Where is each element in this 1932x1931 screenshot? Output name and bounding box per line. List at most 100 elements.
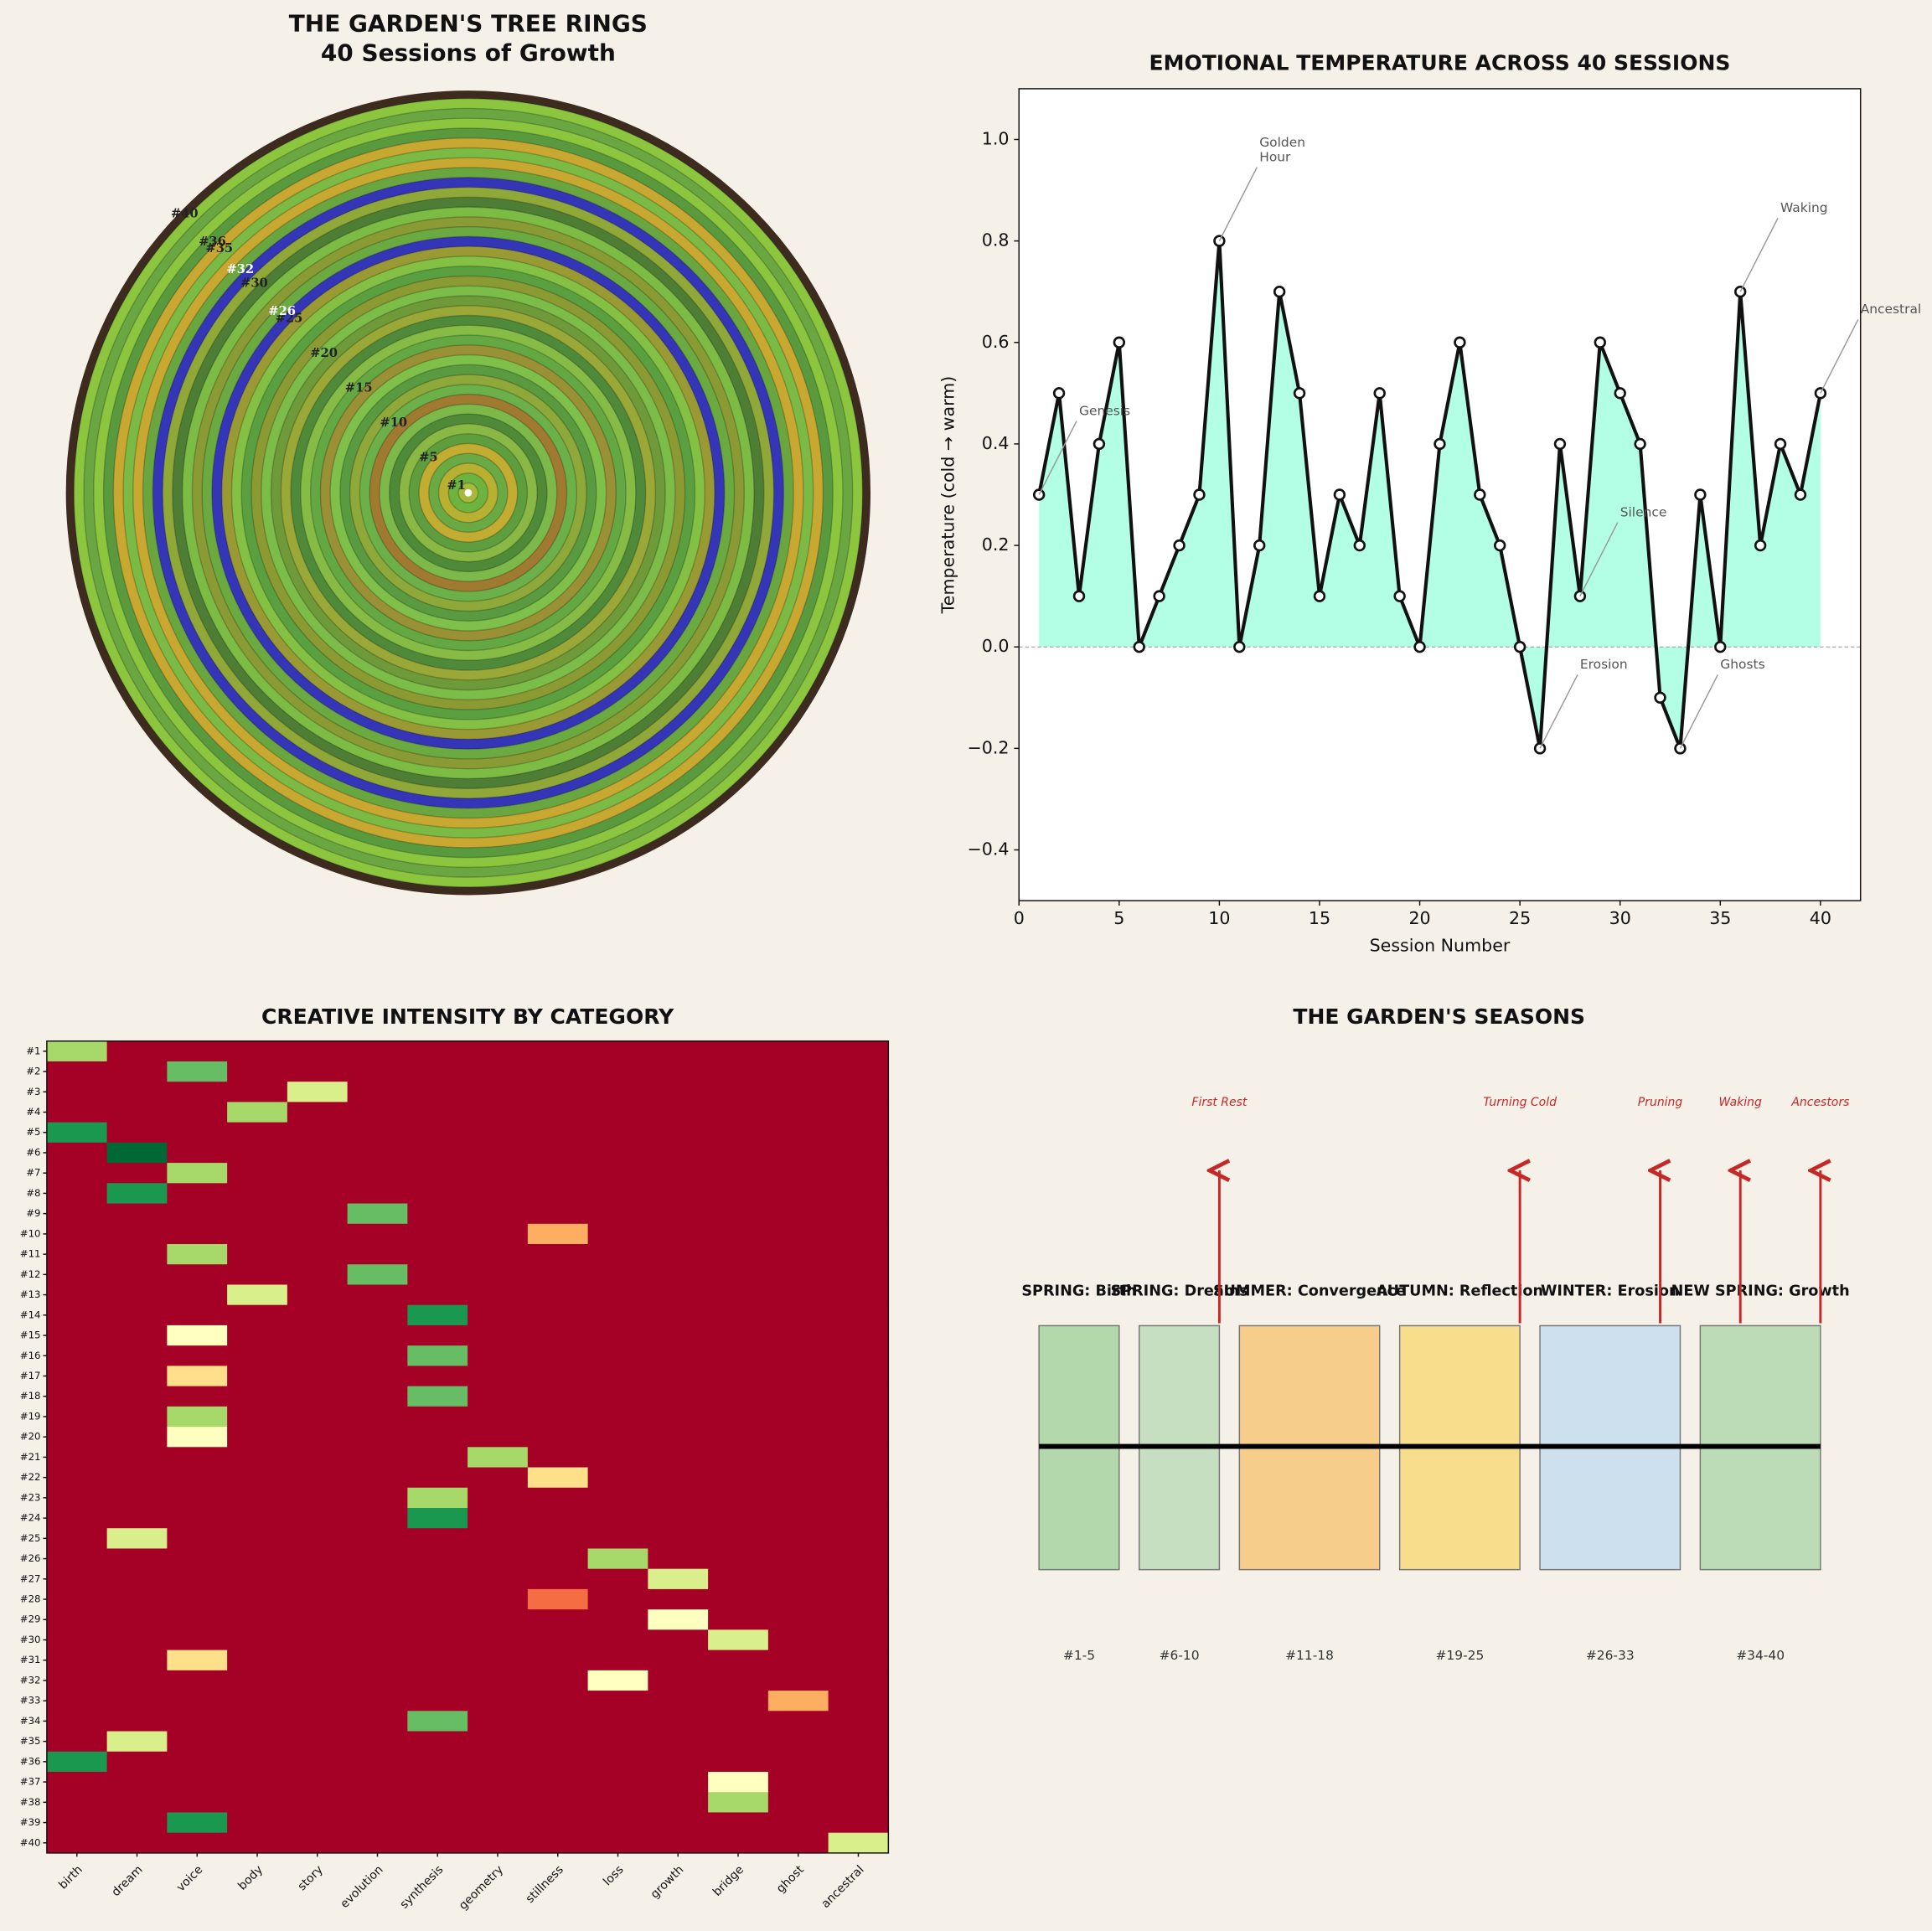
heat-cell (648, 1082, 709, 1102)
heat-cell (227, 1588, 288, 1610)
annotation: Waking (1780, 200, 1828, 215)
heat-cell (407, 1223, 468, 1245)
heat-cell (46, 1366, 108, 1387)
x-tick-label: 20 (1408, 908, 1430, 928)
row-label: #1 (26, 1045, 40, 1056)
heat-cell (407, 1487, 468, 1509)
heat-cell (708, 1304, 769, 1326)
heat-cell (767, 1670, 829, 1691)
heat-cell (287, 1386, 349, 1407)
heat-cell (227, 1304, 288, 1326)
heat-cell (767, 1183, 829, 1204)
heat-cell (407, 1629, 468, 1651)
heat-cell (287, 1731, 349, 1753)
heat-cell (287, 1406, 349, 1428)
heat-cell (648, 1568, 709, 1590)
heat-cell (167, 1284, 228, 1306)
heat-cell (767, 1629, 829, 1651)
heat-cell (167, 1467, 228, 1489)
heat-cell (648, 1771, 709, 1793)
heat-cell (587, 1163, 648, 1184)
heat-cell (167, 1040, 228, 1062)
heat-cell (347, 1304, 408, 1326)
heat-cell (828, 1507, 889, 1529)
heat-cell (527, 1324, 589, 1346)
heat-cell (708, 1771, 769, 1793)
heat-cell (167, 1386, 228, 1407)
heat-cell (227, 1568, 288, 1590)
heat-cell (468, 1183, 529, 1204)
point (1273, 285, 1286, 298)
heat-cell (468, 1142, 529, 1164)
heat-cell (468, 1447, 529, 1468)
heat-cell (46, 1345, 108, 1366)
heat-cell (767, 1082, 829, 1102)
row-label: #28 (20, 1593, 41, 1605)
heat-cell (708, 1467, 769, 1489)
heat-cell (468, 1102, 529, 1123)
row-label: #8 (26, 1187, 40, 1199)
heat-cell (708, 1163, 769, 1184)
ring-label: #26 (268, 304, 296, 318)
heat-cell (828, 1122, 889, 1144)
heat-cell (167, 1142, 228, 1164)
heat-cell (407, 1507, 468, 1529)
heat-cell (167, 1609, 228, 1630)
heat-cell (287, 1670, 349, 1691)
heat-cell (167, 1832, 228, 1854)
row-label: #30 (20, 1634, 41, 1645)
heat-cell (227, 1061, 288, 1082)
heat-cell (106, 1548, 168, 1570)
heat-cell (468, 1082, 529, 1102)
heat-cell (767, 1467, 829, 1489)
heat-cell (648, 1223, 709, 1245)
heat-cell (106, 1691, 168, 1712)
heat-cell (167, 1345, 228, 1366)
heat-cell (648, 1447, 709, 1468)
heat-cell (767, 1244, 829, 1265)
heat-cell (767, 1507, 829, 1529)
heat-cell (106, 1792, 168, 1813)
heat-cell (46, 1102, 108, 1123)
heat-cell (468, 1324, 529, 1346)
row-label: #19 (20, 1410, 41, 1422)
heat-cell (287, 1771, 349, 1793)
x-tick-label: 15 (1309, 908, 1330, 928)
heat-cell (347, 1609, 408, 1630)
heat-cell (46, 1568, 108, 1590)
heat-cell (227, 1507, 288, 1529)
heat-cell (106, 1629, 168, 1651)
ring-label: #35 (205, 241, 233, 256)
heat-cell (347, 1386, 408, 1407)
heat-cell (767, 1792, 829, 1813)
annotation-line (1739, 217, 1779, 292)
heat-cell (106, 1832, 168, 1854)
point (1093, 437, 1106, 451)
heat-cell (468, 1691, 529, 1712)
ring-label: #10 (380, 416, 407, 430)
heat-cell (46, 1691, 108, 1712)
season-name: AUTUMN: Reflection (1377, 1283, 1543, 1299)
heat-cell (468, 1040, 529, 1062)
row-label: #4 (26, 1106, 40, 1118)
heat-cell (708, 1670, 769, 1691)
heat-cell (106, 1386, 168, 1407)
heat-cell (407, 1447, 468, 1468)
heat-cell (407, 1691, 468, 1712)
row-label: #37 (20, 1776, 41, 1788)
season-name: WINTER: Erosion (1541, 1283, 1680, 1299)
heat-cell (167, 1548, 228, 1570)
heat-cell (46, 1467, 108, 1489)
heat-cell (828, 1670, 889, 1691)
heat-cell (287, 1102, 349, 1123)
row-label: #13 (20, 1288, 41, 1300)
heat-cell (227, 1670, 288, 1691)
heat-cell (287, 1122, 349, 1144)
heat-cell (407, 1731, 468, 1753)
heat-cell (106, 1731, 168, 1753)
heat-cell (407, 1183, 468, 1204)
heat-cell (407, 1304, 468, 1326)
heat-cell (468, 1406, 529, 1428)
heat-cell (46, 1163, 108, 1184)
heat-cell (828, 1142, 889, 1164)
